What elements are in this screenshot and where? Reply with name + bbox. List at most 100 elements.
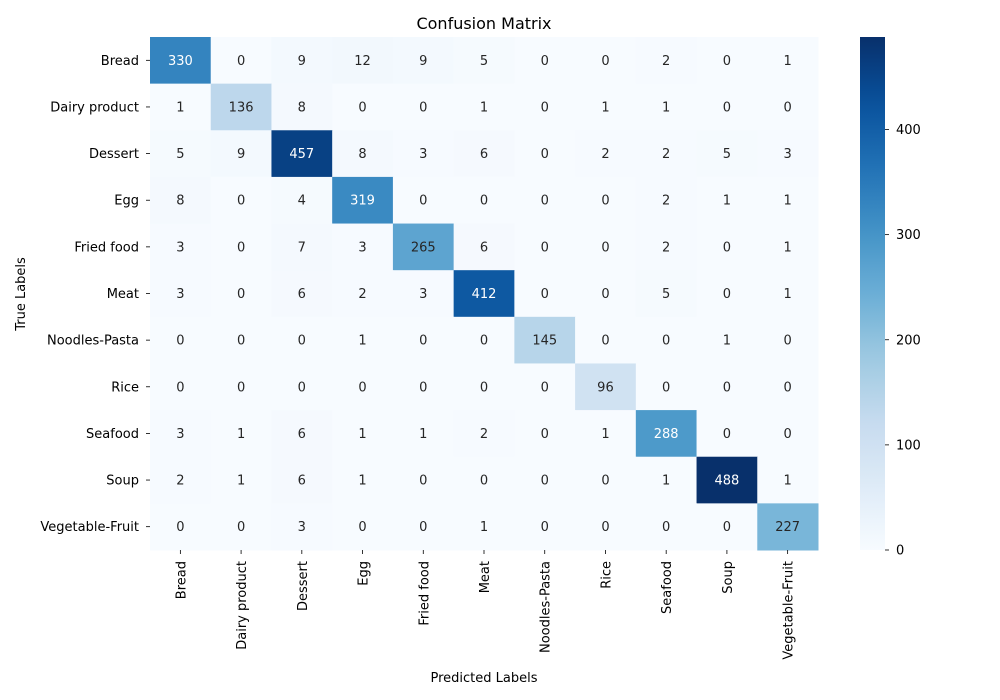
heatmap-cell — [210, 316, 272, 364]
colorbar-tick-label: 400 — [896, 123, 921, 138]
cell-value-label: 0 — [358, 520, 366, 535]
heatmap-cell — [271, 176, 333, 225]
heatmap-cell — [514, 176, 576, 225]
heatmap-cell — [453, 410, 515, 458]
cell-value-label: 9 — [237, 147, 245, 162]
cell-value-label: 0 — [723, 287, 731, 302]
heatmap-cell — [392, 176, 455, 225]
cell-value-label: 0 — [662, 334, 670, 349]
cell-value-label: 9 — [298, 54, 306, 69]
heatmap-cell — [696, 270, 758, 318]
heatmap-cell — [332, 410, 394, 458]
heatmap-cell — [332, 176, 394, 225]
heatmap-cell — [150, 363, 212, 411]
cell-value-label: 0 — [358, 100, 366, 115]
cell-value-label: 5 — [662, 287, 670, 302]
x-tick-label: Meat — [478, 561, 493, 593]
cell-value-label: 96 — [597, 380, 614, 395]
heatmap-cell — [635, 456, 698, 504]
cell-value-label: 0 — [358, 380, 366, 395]
cell-value-label: 1 — [783, 54, 791, 69]
heatmap-cell — [271, 130, 333, 178]
cell-value-label: 0 — [601, 54, 609, 69]
cell-value-label: 5 — [176, 147, 184, 162]
cell-value-label: 0 — [662, 380, 670, 395]
cell-value-label: 8 — [176, 194, 184, 209]
heatmap-cell — [210, 363, 272, 411]
heatmap-cell — [453, 223, 515, 271]
heatmap-cell — [453, 130, 515, 178]
heatmap-cell — [757, 410, 819, 458]
y-tick-label: Noodles-Pasta — [47, 334, 139, 349]
heatmap-cell — [575, 316, 637, 364]
heatmap-cell — [210, 456, 272, 504]
heatmap-cell — [332, 503, 394, 551]
cell-value-label: 1 — [662, 100, 670, 115]
heatmap-cell — [271, 456, 333, 504]
cell-value-label: 0 — [541, 520, 549, 535]
x-tick-label: Bread — [174, 561, 189, 599]
heatmap-cell — [514, 456, 576, 504]
cell-value-label: 5 — [480, 54, 488, 69]
heatmap-cell — [514, 37, 576, 85]
heatmap-cell — [210, 176, 272, 225]
cell-value-label: 0 — [237, 334, 245, 349]
cell-value-label: 412 — [472, 287, 497, 302]
cell-value-label: 1 — [723, 334, 731, 349]
heatmap-cell — [757, 503, 819, 551]
heatmap-cell — [696, 456, 758, 504]
cell-value-label: 0 — [601, 334, 609, 349]
heatmap-cell — [392, 270, 455, 318]
heatmap-cell — [150, 503, 212, 551]
heatmap-cell — [575, 223, 637, 271]
cell-value-label: 2 — [662, 147, 670, 162]
heatmap-cell — [150, 456, 212, 504]
cell-value-label: 2 — [358, 287, 366, 302]
heatmap-cell — [514, 130, 576, 178]
cell-value-label: 0 — [176, 520, 184, 535]
x-tick-label: Dessert — [296, 561, 311, 611]
x-tick-label: Dairy product — [235, 561, 250, 650]
cell-value-label: 0 — [601, 194, 609, 209]
cell-value-label: 0 — [237, 240, 245, 255]
heatmap-cell — [635, 130, 698, 178]
cell-value-label: 0 — [176, 334, 184, 349]
cell-value-label: 0 — [541, 147, 549, 162]
heatmap-cell — [150, 223, 212, 271]
cell-value-label: 0 — [541, 287, 549, 302]
cell-value-label: 3 — [358, 240, 366, 255]
cell-value-label: 6 — [298, 474, 306, 489]
cell-value-label: 288 — [654, 427, 679, 442]
heatmap-cell — [514, 503, 576, 551]
heatmap-cell — [453, 270, 515, 318]
heatmap-cell — [392, 410, 455, 458]
heatmap-cell — [453, 37, 515, 85]
heatmap-cell — [453, 503, 515, 551]
y-axis-label: True Labels — [14, 257, 29, 332]
cell-value-label: 330 — [168, 54, 193, 69]
heatmap-cell — [635, 83, 698, 131]
heatmap-cell — [332, 83, 394, 131]
heatmap-cell — [392, 223, 455, 271]
cell-value-label: 0 — [298, 380, 306, 395]
heatmap-cell — [575, 83, 637, 131]
heatmap-cell — [696, 316, 758, 364]
cell-value-label: 6 — [480, 147, 488, 162]
cell-value-label: 3 — [176, 427, 184, 442]
heatmap-cell — [332, 456, 394, 504]
cell-value-label: 0 — [783, 427, 791, 442]
cell-value-label: 1 — [419, 427, 427, 442]
cell-value-label: 1 — [176, 100, 184, 115]
cell-value-label: 1 — [723, 194, 731, 209]
heatmap-cell — [575, 37, 637, 85]
cell-value-label: 7 — [298, 240, 306, 255]
cell-value-label: 319 — [350, 194, 375, 209]
colorbar-tick-label: 200 — [896, 333, 921, 348]
heatmap-cell — [696, 176, 758, 225]
heatmap-cell — [757, 363, 819, 411]
colorbar-tick-label: 100 — [896, 438, 921, 453]
cell-value-label: 2 — [662, 240, 670, 255]
heatmap-cell — [514, 223, 576, 271]
heatmap-cell — [210, 503, 272, 551]
cell-value-label: 1 — [783, 474, 791, 489]
